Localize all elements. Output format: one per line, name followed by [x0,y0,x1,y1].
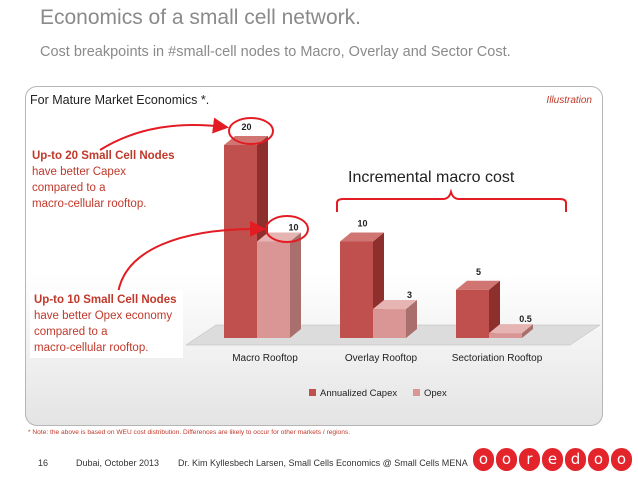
bar-front [489,333,522,338]
bar-annualized-capex [456,280,500,338]
legend-label-capex: Annualized Capex [320,388,397,399]
logo-letter: o [611,448,632,471]
incremental-bracket [336,188,567,212]
data-label: 5 [476,267,481,277]
highlight-ellipse-capex [228,117,274,145]
logo-letter: o [473,448,494,471]
bar-side [489,280,500,338]
logo-letter: o [496,448,517,471]
legend-swatch-opex [413,389,420,396]
bar-front [257,241,290,338]
callout-top-title: Up-to 20 Small Cell Nodes [32,150,175,162]
bar-opex [257,232,301,338]
bar-side [522,324,533,338]
bar-front [224,145,257,338]
callout-top-line: macro-cellular rooftop. [32,198,147,210]
panel-heading: For Mature Market Economics *. [30,93,210,107]
logo-letter: o [588,448,609,471]
callout-bottom: Up-to 10 Small Cell Nodes have better Op… [30,290,183,358]
category-label: Macro Rooftop [232,353,298,364]
callout-bottom-line: compared to a [34,326,108,338]
data-label: 3 [407,290,412,300]
bar-side [290,232,301,338]
slide-subtitle: Cost breakpoints in #small-cell nodes to… [40,44,511,60]
footer-page-number: 16 [38,458,49,468]
chart-panel: For Mature Market Economics *. Illustrat… [25,86,603,426]
logo-letter: r [519,448,540,471]
footnote: * Note: the above is based on WEU cost d… [28,429,351,436]
bar-front [373,309,406,338]
bar-top [340,232,384,242]
category-label: Overlay Rooftop [345,353,418,364]
bar-front [456,289,489,338]
bar-opex [489,324,533,338]
callout-arrow-bottom [117,220,266,294]
legend-swatch-capex [309,389,316,396]
callout-top-line: compared to a [32,182,106,194]
logo-letter: e [542,448,563,471]
category-label: Sectoriation Rooftop [452,353,543,364]
data-label: 10 [288,223,298,233]
callout-bottom-line: macro-cellular rooftop. [34,342,149,354]
bar-front [340,241,373,338]
bar-top [489,324,533,334]
bar-top [373,300,417,310]
data-label: 20 [241,122,251,132]
highlight-ellipse-opex [265,215,309,243]
category-label-group: Macro Rooftop Overlay Rooftop Sectoriation… [232,353,543,364]
data-label: 0.5 [519,314,532,324]
legend-label-opex: Opex [424,388,447,399]
bar-top [456,280,500,290]
incremental-cost-label: Incremental macro cost [348,169,515,186]
bar-group [224,136,533,338]
illustration-label: Illustration [546,95,592,106]
footer-author: Dr. Kim Kyllesbech Larsen, Small Cells E… [178,458,468,468]
data-label: 10 [357,219,367,229]
callout-bottom-title: Up-to 10 Small Cell Nodes [34,294,177,306]
footer-event: Dubai, October 2013 [76,458,160,468]
bar-opex [373,300,417,338]
slide-title: Economics of a small cell network. [40,6,361,29]
logo-letter: d [565,448,586,471]
callout-arrow-top [99,117,229,151]
value-label-group: 20 10 10 3 5 0.5 [241,122,531,324]
callout-top: Up-to 20 Small Cell Nodes have better Ca… [32,148,175,212]
callout-top-line: have better Capex [32,166,126,178]
bar-side [406,300,417,338]
callout-bottom-line: have better Opex economy [34,310,173,322]
ooredoo-logo: o o r e d o o [473,448,632,471]
